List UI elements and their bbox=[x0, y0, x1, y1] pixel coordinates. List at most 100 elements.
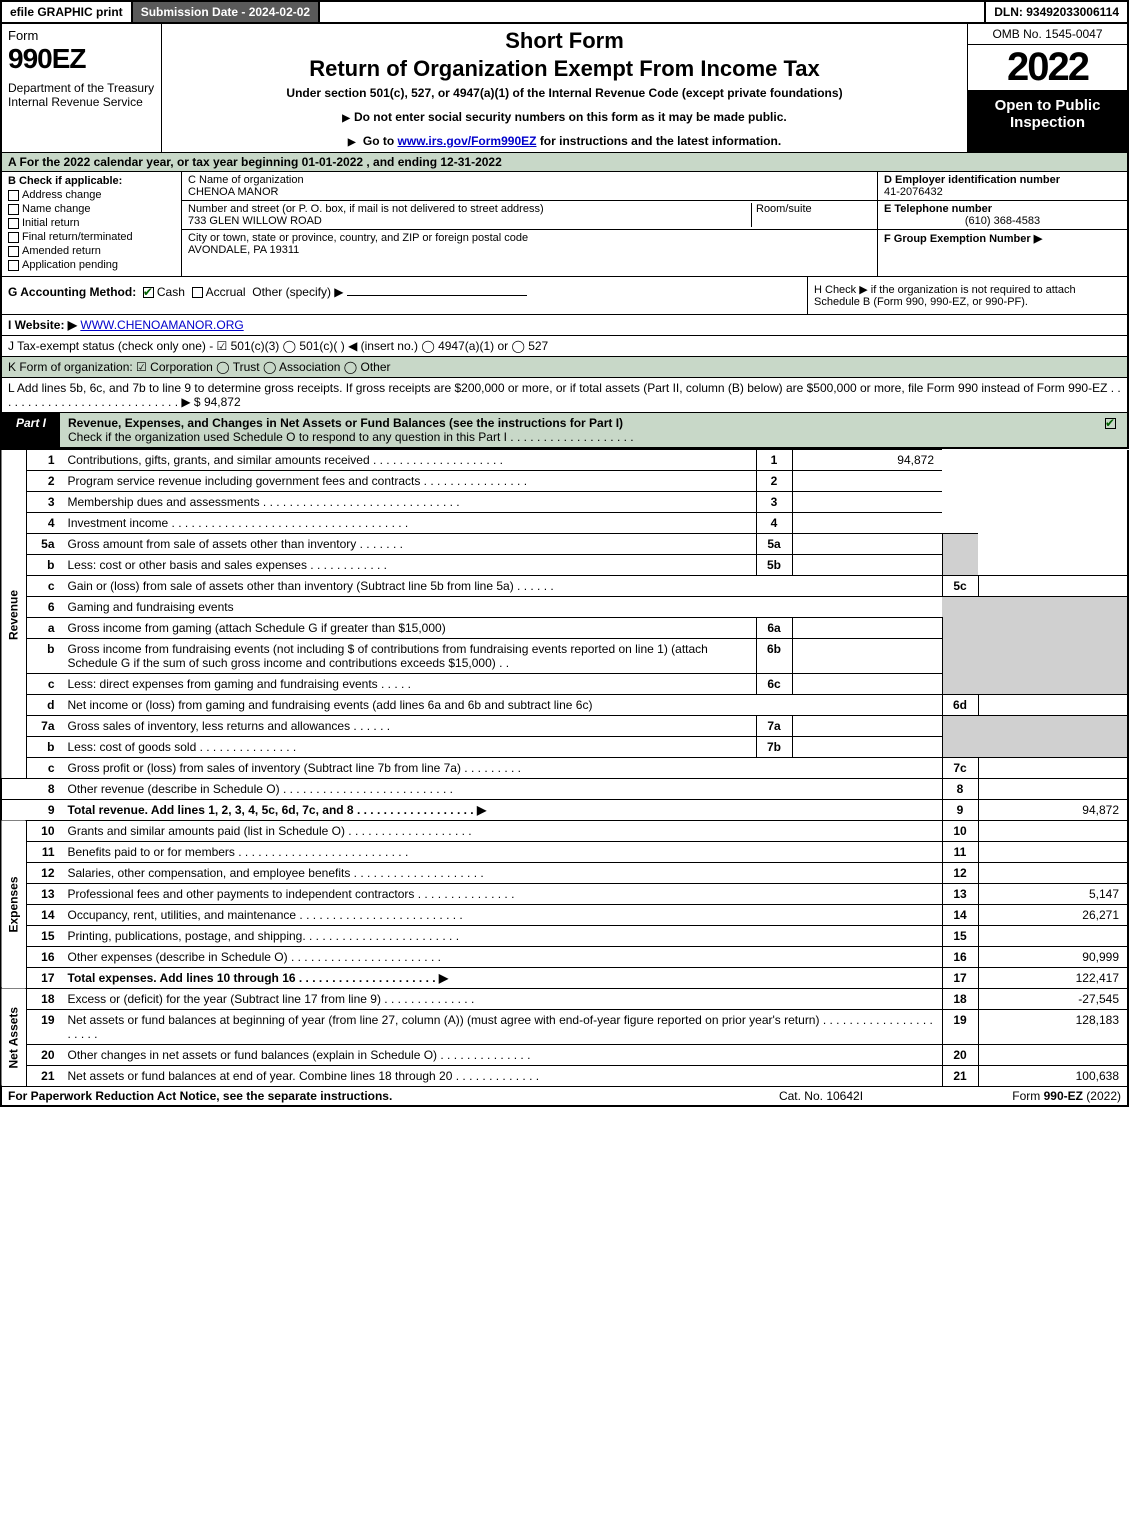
col-b-checkboxes: B Check if applicable: Address change Na… bbox=[2, 172, 182, 276]
city-value: AVONDALE, PA 19311 bbox=[188, 244, 299, 256]
website-label: I Website: ▶ bbox=[8, 318, 77, 332]
l6a-num: a bbox=[27, 618, 63, 639]
chk-address-change[interactable] bbox=[8, 190, 19, 201]
chk-amended-return[interactable] bbox=[8, 246, 19, 257]
l7b-num: b bbox=[27, 737, 63, 758]
l17-amt: 122,417 bbox=[978, 968, 1128, 989]
l5b-val bbox=[792, 555, 942, 576]
l5c-num: c bbox=[27, 576, 63, 597]
chk-initial-return[interactable] bbox=[8, 218, 19, 229]
l8-amt bbox=[978, 779, 1128, 800]
l6d-num: d bbox=[27, 695, 63, 716]
irs-link[interactable]: www.irs.gov/Form990EZ bbox=[398, 134, 537, 148]
org-name-label: C Name of organization bbox=[188, 174, 304, 186]
net-assets-table: Net Assets 18Excess or (deficit) for the… bbox=[0, 988, 1129, 1086]
l14-text: Occupancy, rent, utilities, and maintena… bbox=[63, 905, 943, 926]
chk-accrual[interactable] bbox=[192, 287, 203, 298]
side-netassets-label: Net Assets bbox=[1, 989, 27, 1087]
l7-shade bbox=[942, 716, 1128, 758]
part-i-header: Part I Revenue, Expenses, and Changes in… bbox=[0, 412, 1129, 449]
tel-value: (610) 368-4583 bbox=[884, 215, 1121, 227]
l10-text: Grants and similar amounts paid (list in… bbox=[63, 821, 943, 842]
l7b-val bbox=[792, 737, 942, 758]
l20-text: Other changes in net assets or fund bala… bbox=[63, 1045, 943, 1066]
l17-text: Total expenses. Add lines 10 through 16 … bbox=[68, 971, 449, 985]
lbl-name-change: Name change bbox=[22, 203, 91, 215]
l20-box: 20 bbox=[942, 1045, 978, 1066]
l6b-val bbox=[792, 639, 942, 674]
l5b-num: b bbox=[27, 555, 63, 576]
chk-final-return[interactable] bbox=[8, 232, 19, 243]
section-a-tax-year: A For the 2022 calendar year, or tax yea… bbox=[0, 153, 1129, 172]
instructions-line: Go to www.irs.gov/Form990EZ for instruct… bbox=[172, 134, 957, 148]
l7b-sub: 7b bbox=[756, 737, 792, 758]
l4-num: 4 bbox=[27, 513, 63, 534]
lbl-application-pending: Application pending bbox=[22, 259, 118, 271]
open-to-public-label: Open to Public Inspection bbox=[968, 91, 1127, 152]
l12-text: Salaries, other compensation, and employ… bbox=[63, 863, 943, 884]
l2-num: 2 bbox=[27, 471, 63, 492]
chk-name-change[interactable] bbox=[8, 204, 19, 215]
l12-amt bbox=[978, 863, 1128, 884]
lbl-accrual: Accrual bbox=[206, 285, 246, 299]
goto-pre: Go to bbox=[363, 134, 398, 148]
l5a-val bbox=[792, 534, 942, 555]
l5c-amt bbox=[978, 576, 1128, 597]
l11-text: Benefits paid to or for members . . . . … bbox=[63, 842, 943, 863]
efile-print-label[interactable]: efile GRAPHIC print bbox=[2, 2, 133, 22]
form-number: 990EZ bbox=[8, 43, 155, 75]
lbl-address-change: Address change bbox=[22, 189, 102, 201]
form-meta-block: OMB No. 1545-0047 2022 Open to Public In… bbox=[967, 24, 1127, 152]
l9-text: Total revenue. Add lines 1, 2, 3, 4, 5c,… bbox=[68, 803, 487, 817]
l2-box: 2 bbox=[756, 471, 792, 492]
group-exemption-label: F Group Exemption Number ▶ bbox=[884, 233, 1042, 245]
org-name-value: CHENOA MANOR bbox=[188, 186, 278, 198]
l11-num: 11 bbox=[27, 842, 63, 863]
short-form-label: Short Form bbox=[172, 28, 957, 54]
l19-text: Net assets or fund balances at beginning… bbox=[63, 1010, 943, 1045]
l17-num: 17 bbox=[27, 968, 63, 989]
lbl-other-specify: Other (specify) ▶ bbox=[252, 285, 343, 299]
l8-text: Other revenue (describe in Schedule O) .… bbox=[63, 779, 943, 800]
l21-box: 21 bbox=[942, 1066, 978, 1087]
l5a-sub: 5a bbox=[756, 534, 792, 555]
l4-text: Investment income . . . . . . . . . . . … bbox=[63, 513, 757, 534]
l6b-num: b bbox=[27, 639, 63, 674]
l15-num: 15 bbox=[27, 926, 63, 947]
l9-num: 9 bbox=[27, 800, 63, 821]
part-i-check-line: Check if the organization used Schedule … bbox=[68, 430, 634, 444]
l21-num: 21 bbox=[27, 1066, 63, 1087]
form-id-block: Form 990EZ Department of the Treasury In… bbox=[2, 24, 162, 152]
l6c-text: Less: direct expenses from gaming and fu… bbox=[63, 674, 757, 695]
row-g-h: G Accounting Method: Cash Accrual Other … bbox=[0, 276, 1129, 314]
l2-text: Program service revenue including govern… bbox=[63, 471, 757, 492]
dln-label: DLN: 93492033006114 bbox=[984, 2, 1127, 22]
chk-application-pending[interactable] bbox=[8, 260, 19, 271]
row-l-gross-receipts: L Add lines 5b, 6c, and 7b to line 9 to … bbox=[0, 377, 1129, 412]
l7c-num: c bbox=[27, 758, 63, 779]
l3-box: 3 bbox=[756, 492, 792, 513]
revenue-table: Revenue 1 Contributions, gifts, grants, … bbox=[0, 449, 1129, 820]
l12-num: 12 bbox=[27, 863, 63, 884]
l14-num: 14 bbox=[27, 905, 63, 926]
l12-box: 12 bbox=[942, 863, 978, 884]
l14-box: 14 bbox=[942, 905, 978, 926]
footer-paperwork: For Paperwork Reduction Act Notice, see … bbox=[8, 1089, 721, 1103]
l5b-text: Less: cost or other basis and sales expe… bbox=[63, 555, 757, 576]
l6a-val bbox=[792, 618, 942, 639]
l7a-val bbox=[792, 716, 942, 737]
l1-num: 1 bbox=[27, 450, 63, 471]
chk-schedule-o[interactable] bbox=[1105, 418, 1116, 429]
l7c-box: 7c bbox=[942, 758, 978, 779]
chk-cash[interactable] bbox=[143, 287, 154, 298]
l6b-text: Gross income from fundraising events (no… bbox=[63, 639, 757, 674]
website-link[interactable]: WWW.CHENOAMANOR.ORG bbox=[80, 318, 243, 332]
row-l-text: L Add lines 5b, 6c, and 7b to line 9 to … bbox=[8, 381, 1121, 409]
ein-label: D Employer identification number bbox=[884, 174, 1060, 186]
l16-amt: 90,999 bbox=[978, 947, 1128, 968]
department-label: Department of the Treasury Internal Reve… bbox=[8, 81, 155, 109]
l20-num: 20 bbox=[27, 1045, 63, 1066]
l8-box: 8 bbox=[942, 779, 978, 800]
l19-num: 19 bbox=[27, 1010, 63, 1045]
l16-text: Other expenses (describe in Schedule O) … bbox=[63, 947, 943, 968]
